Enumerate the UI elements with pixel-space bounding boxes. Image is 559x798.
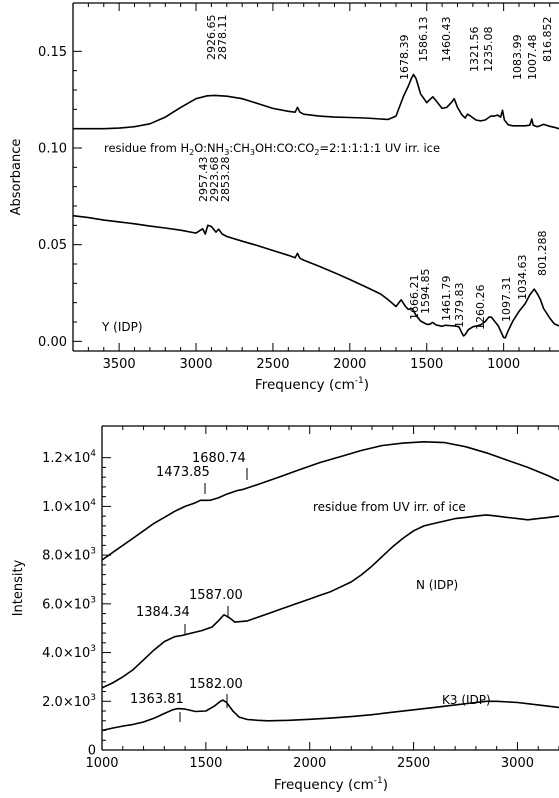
y-tick-exponent: 4: [90, 498, 96, 508]
peak-label-1582-00: 1582.00: [189, 677, 243, 692]
x-tick-label: 3000: [179, 357, 212, 372]
peak-label-1034-63: 1034.63: [516, 255, 529, 301]
y-tick-exponent: 3: [90, 693, 96, 703]
peak-label-816-852: 816.852: [541, 17, 554, 63]
top-y-idp-label: Y (IDP): [101, 320, 143, 334]
top-x-axis-title: Frequency (cm-1): [255, 376, 369, 393]
bottom-x-axis-title: Frequency (cm-1): [274, 776, 388, 793]
peak-label-2926-65: 2926.65: [205, 15, 218, 61]
peak-label-1586-13: 1586.13: [417, 17, 430, 63]
bottom-residue-label: residue from UV irr. of ice: [313, 500, 466, 514]
y-tick-label: 0: [88, 744, 96, 759]
y-tick-label: 1.2×104: [42, 449, 96, 466]
top-x-axis-title-main: Frequency (cm: [255, 377, 355, 393]
bottom-y-axis-title: Intensity: [11, 559, 26, 616]
bottom-x-axis-title-sup: -1: [374, 776, 383, 786]
peak-label-1379-83: 1379.83: [453, 283, 466, 329]
y-tick-exponent: 3: [90, 595, 96, 605]
y-tick-exponent: 3: [90, 547, 96, 557]
peak-label-1461-79: 1461.79: [440, 276, 453, 322]
residue-sub-4: 2: [314, 148, 319, 157]
bottom-y-ticks: 02.0×1034.0×1036.0×1038.0×1031.0×1041.2×…: [42, 449, 111, 759]
peak-label-1363-81: 1363.81: [130, 692, 184, 707]
peak-label-801-288: 801.288: [536, 231, 549, 277]
bottom-x-axis-title-suffix: ): [383, 777, 388, 793]
residue-sub-1: 2: [189, 148, 194, 157]
top-x-axis-title-suffix: ): [364, 377, 369, 393]
x-tick-label: 1500: [410, 357, 443, 372]
bottom-panel: 1000 1500 2000 2500 3000 02.0×1034.0×1036.0×…: [11, 425, 559, 793]
y-tick-mantissa: 1.0×10: [42, 500, 90, 515]
peak-label-2957-43: 2957.43: [197, 157, 210, 203]
peak-label-2923-68: 2923.68: [208, 157, 221, 203]
series-line-1: [101, 441, 559, 561]
peak-label-1473-85: 1473.85: [156, 465, 210, 480]
peak-label-1235-08: 1235.08: [482, 27, 495, 73]
y-tick-label: 0.10: [38, 142, 67, 157]
y-tick-label: 0.15: [38, 45, 67, 60]
y-tick-exponent: 3: [90, 644, 96, 654]
y-tick-label: 6.0×103: [42, 595, 96, 612]
peak-label-2853-28: 2853.28: [219, 157, 232, 203]
peak-label-1321-56: 1321.56: [468, 27, 481, 73]
top-y-axis-title: Absorbance: [9, 139, 24, 216]
peak-label-1680-74: 1680.74: [192, 451, 246, 466]
y-tick-label: 4.0×103: [42, 644, 96, 661]
x-tick-label: 1000: [487, 357, 520, 372]
peak-label-1678-39: 1678.39: [398, 35, 411, 81]
y-tick-mantissa: 4.0×10: [42, 646, 90, 661]
series-line-2: [101, 514, 559, 689]
bottom-k3-idp-label: K3 (IDP): [442, 693, 491, 707]
top-x-axis-title-sup: -1: [355, 376, 364, 386]
residue-sub-2: 3: [224, 148, 229, 157]
peak-label-2878-11: 2878.11: [216, 15, 229, 61]
bottom-x-ticks: 1000 1500 2000 2500 3000: [85, 426, 559, 771]
y-tick-mantissa: 8.0×10: [42, 549, 90, 564]
bottom-series: [101, 441, 559, 732]
top-y-ticks: 0.00 0.05 0.10 0.15: [38, 45, 82, 350]
y-tick-label: 8.0×103: [42, 547, 96, 564]
peak-label-1460-43: 1460.43: [440, 17, 453, 63]
peak-label-1384-34: 1384.34: [136, 605, 190, 620]
peak-label-1587-00: 1587.00: [189, 588, 243, 603]
top-panel: 3500 3000 2500 2000 1500 1000 0.00 0.05 0.10 0.1…: [9, 2, 559, 393]
y-tick-mantissa: 6.0×10: [42, 597, 90, 612]
x-tick-label: 3500: [103, 357, 136, 372]
residue-text-3: :CH: [229, 141, 250, 155]
y-tick-exponent: 4: [90, 449, 96, 459]
residue-text-2: O:NH: [194, 141, 224, 155]
bottom-x-axis-title-main: Frequency (cm: [274, 777, 374, 793]
x-tick-label: 2500: [256, 357, 289, 372]
y-tick-label: 0.05: [38, 238, 67, 253]
y-tick-label: 0.00: [38, 335, 67, 350]
y-tick-label: 1.0×104: [42, 498, 96, 515]
x-tick-label: 3000: [501, 756, 534, 771]
peak-label-1097-31: 1097.31: [500, 277, 513, 323]
series-line-1: [73, 73, 559, 130]
y-tick-mantissa: 1.2×10: [42, 451, 90, 466]
x-tick-label: 2500: [397, 756, 430, 771]
peak-label-1007-48: 1007.48: [526, 35, 539, 81]
x-tick-label: 2000: [333, 357, 366, 372]
residue-text-4: OH:CO:CO: [255, 141, 314, 155]
series-line-2: [72, 214, 559, 339]
top-x-ticks: 3500 3000 2500 2000 1500 1000: [72, 3, 551, 372]
top-residue-label: residue from H2O:NH3:CH3OH:CO:CO2=2:1:1:…: [104, 141, 440, 157]
residue-text-5: =2:1:1:1:1 UV irr. ice: [319, 141, 440, 155]
x-tick-label: 1000: [85, 756, 118, 771]
peak-label-1594-85: 1594.85: [419, 269, 432, 315]
y-tick-mantissa: 2.0×10: [42, 695, 90, 710]
peak-label-1083-99: 1083.99: [511, 35, 524, 81]
series-line-3: [101, 699, 559, 732]
bottom-n-idp-label: N (IDP): [416, 578, 458, 592]
residue-text-1: residue from H: [104, 141, 189, 155]
peak-label-1260-26: 1260.26: [474, 285, 487, 331]
x-tick-label: 1500: [189, 756, 222, 771]
peak-label-1666-21: 1666.21: [408, 275, 421, 321]
top-series: [72, 73, 559, 339]
residue-sub-3: 3: [250, 148, 255, 157]
x-tick-label: 2000: [293, 756, 326, 771]
y-tick-label: 2.0×103: [42, 693, 96, 710]
